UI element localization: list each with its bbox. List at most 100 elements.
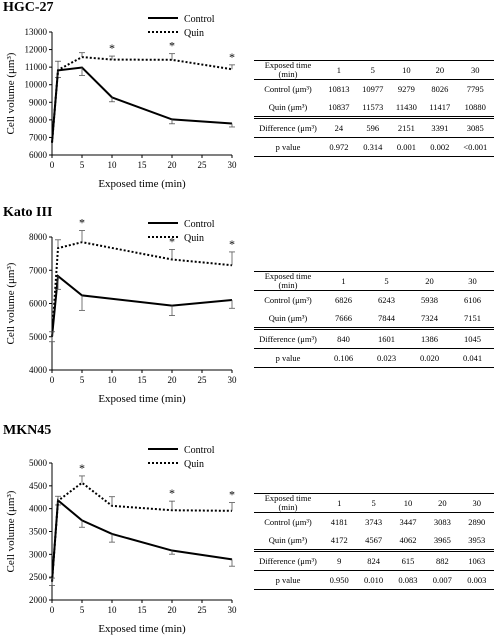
table-row: Control (μm³) 6826 6243 5938 6106 xyxy=(254,290,494,309)
table-cell: 0.020 xyxy=(408,348,451,368)
table-cell: 1 xyxy=(322,60,356,80)
table-cell: 4567 xyxy=(365,534,383,545)
panel-mkn45: MKN45 2000 2500 3000 3500 4000 4500 5000 0 5 10 15… xyxy=(0,423,500,643)
table-row-label: Quin (μm³) xyxy=(268,101,308,112)
table-row: p value 0.950 0.010 0.083 0.007 0.003 xyxy=(254,570,494,590)
x-tick-label: 30 xyxy=(228,605,238,615)
x-axis-label: Exposed time (min) xyxy=(98,623,186,635)
x-tick-label: 30 xyxy=(228,375,238,385)
table-cell: 0.041 xyxy=(451,348,494,368)
table-cell: 4172 xyxy=(330,534,348,545)
table-row: Quin (μm³) 10837 11573 11430 11417 10880 xyxy=(254,98,494,118)
table-cell: 10880 xyxy=(464,101,486,112)
y-tick-label: 5000 xyxy=(29,332,48,342)
table-cell: 6106 xyxy=(451,290,494,309)
table-cell: 10837 xyxy=(328,101,350,112)
chart-hgc27: 6000 7000 8000 9000 10000 11000 12000 13000 0 5 10… xyxy=(5,14,238,190)
table-cell: 882 xyxy=(425,549,460,571)
y-axis-label: Cell volume (μm³) xyxy=(5,52,17,134)
table-cell: 11573 xyxy=(362,101,384,112)
series-line-control xyxy=(51,498,233,582)
table-cell: 840 xyxy=(322,327,365,349)
series-line-control xyxy=(51,274,233,337)
table-cell: 20 xyxy=(423,60,457,80)
table-row-label: Quin (μm³) xyxy=(268,534,308,545)
table-cell: 1063 xyxy=(459,549,494,571)
table-cell: 0.083 xyxy=(390,570,426,590)
x-axis-label: Exposed time (min) xyxy=(98,178,186,190)
table-row: Exposed time (min) 1 5 20 30 xyxy=(254,271,494,291)
significance-star: * xyxy=(79,461,85,475)
table-row-label: Control (μm³) xyxy=(254,512,322,531)
table-cell: 0.106 xyxy=(322,348,365,368)
legend-label-control: Control xyxy=(184,14,215,25)
table-row: Control (μm³) 4181 3743 3447 3083 2890 xyxy=(254,512,494,531)
table-row-label: Control (μm³) xyxy=(254,290,322,309)
y-tick-label: 6000 xyxy=(29,150,48,160)
y-tick-label: 8000 xyxy=(29,115,48,125)
x-tick-label: 15 xyxy=(138,605,148,615)
table-cell: 3743 xyxy=(356,512,391,531)
table-cell: 0.002 xyxy=(423,137,457,157)
table-cell: 1 xyxy=(322,271,365,291)
table-cell: 11430 xyxy=(395,101,417,112)
table-cell: 0.001 xyxy=(389,137,424,157)
table-row-label: Difference (μm³) xyxy=(254,327,322,349)
table-cell: 3083 xyxy=(425,512,460,531)
y-tick-label: 4500 xyxy=(29,481,48,491)
table-cell: 30 xyxy=(459,493,494,513)
table-row-label: p value xyxy=(254,348,322,368)
table-cell: 20 xyxy=(425,493,460,513)
legend-label-control: Control xyxy=(184,219,215,230)
x-axis-label: Exposed time (min) xyxy=(98,393,186,405)
table-row: Quin (μm³) 4172 4567 4062 3965 3953 xyxy=(254,531,494,551)
panel-title: MKN45 xyxy=(3,423,52,438)
table-cell: 2151 xyxy=(389,116,424,138)
table-cell: 596 xyxy=(355,116,390,138)
y-axis-label: Cell volume (μm³) xyxy=(5,262,17,344)
table-row: Control (μm³) 10813 10977 9279 8026 7795 xyxy=(254,79,494,98)
table-cell: 0.007 xyxy=(425,570,460,590)
x-tick-label: 30 xyxy=(228,160,238,170)
table-cell: 0.003 xyxy=(459,570,494,590)
y-tick-label: 4000 xyxy=(29,504,48,514)
series-line-quin xyxy=(51,241,233,337)
table-cell: 30 xyxy=(451,271,494,291)
table-cell: 11417 xyxy=(429,101,451,112)
y-tick-label: 8000 xyxy=(29,232,48,242)
table-cell: 7795 xyxy=(456,79,494,98)
y-tick-label: 13000 xyxy=(25,27,48,37)
table-cell: 0.972 xyxy=(322,137,356,157)
chart-kato3: 4000 5000 6000 7000 8000 0 5 10 15 20 25 30 Exposed … xyxy=(5,216,238,405)
y-tick-label: 7000 xyxy=(29,132,48,142)
x-tick-label: 10 xyxy=(108,605,118,615)
table-cell: 7151 xyxy=(464,312,481,323)
table-cell: 9 xyxy=(322,549,357,571)
significance-star: * xyxy=(229,237,235,251)
chart-mkn45: 2000 2500 3000 3500 4000 4500 5000 0 5 10 15 20 25 30… xyxy=(5,445,238,635)
table-cell: 1386 xyxy=(408,327,451,349)
table-cell: 1601 xyxy=(365,327,408,349)
table-cell: 10977 xyxy=(355,79,390,98)
significance-star: * xyxy=(169,486,175,500)
table-cell: 30 xyxy=(456,60,494,80)
significance-star: * xyxy=(229,488,235,502)
x-tick-label: 0 xyxy=(50,375,55,385)
table-row-label: Difference (μm³) xyxy=(254,116,322,138)
significance-star: * xyxy=(109,41,115,55)
table-row-label: Control (μm³) xyxy=(254,79,322,98)
table-cell: 7844 xyxy=(378,312,395,323)
table-cell: 4181 xyxy=(322,512,357,531)
x-tick-label: 0 xyxy=(50,160,55,170)
table-row: p value 0.972 0.314 0.001 0.002 <0.001 xyxy=(254,137,494,157)
table-cell: 5 xyxy=(355,60,390,80)
table-cell: 0.023 xyxy=(365,348,408,368)
table-cell: 10 xyxy=(390,493,426,513)
table-cell: 5938 xyxy=(408,290,451,309)
y-tick-label: 2500 xyxy=(29,572,48,582)
y-tick-label: 3500 xyxy=(29,527,48,537)
table-cell: 6243 xyxy=(365,290,408,309)
significance-star: * xyxy=(79,216,85,230)
significance-star: * xyxy=(169,235,175,249)
table-cell: 9279 xyxy=(389,79,424,98)
